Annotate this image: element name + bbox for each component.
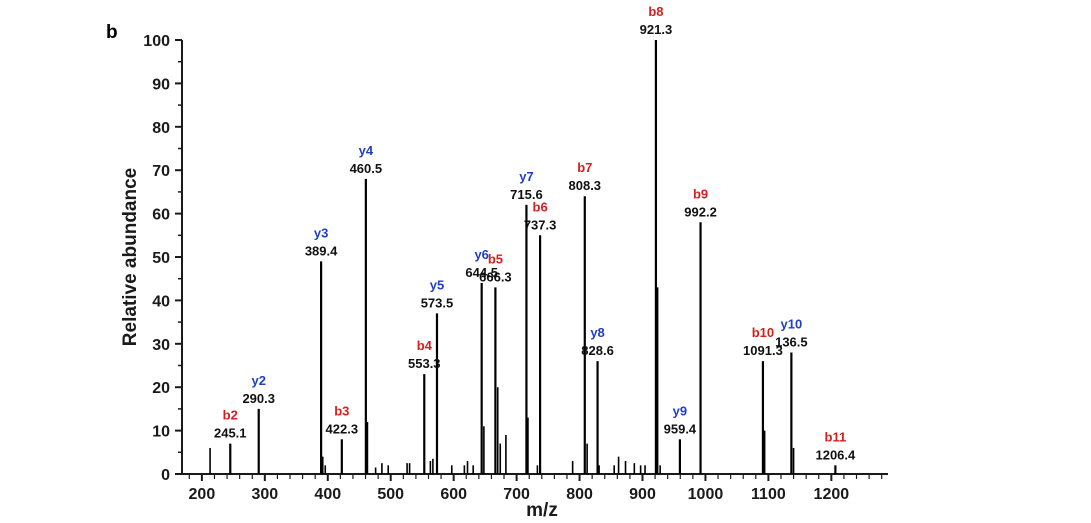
x-tick-label: 1000 [688,486,724,503]
panel-label: b [106,22,118,43]
mz-label-y9: 959.4 [664,421,697,436]
ion-label-y7: y7 [519,169,533,184]
ion-label-b9: b9 [693,186,708,201]
ion-label-b6: b6 [533,199,548,214]
y-axis-title: Relative abundance [120,168,141,346]
ion-label-y6: y6 [474,247,488,262]
ion-label-y5: y5 [430,277,444,292]
mz-label-b8: 921.3 [640,22,673,37]
x-tick-label: 300 [251,486,278,503]
x-tick-label: 700 [503,486,530,503]
peak-labels: b2 245.1 y2 290.3 y3 389.4 b3 422.3 y4 460.5 b4 553… [214,4,856,462]
ion-label-b5: b5 [488,251,503,266]
ion-label-b10: b10 [752,325,774,340]
ion-label-y4: y4 [359,143,374,158]
x-tick-label: 900 [629,486,656,503]
y-tick-label: 40 [152,293,170,310]
ion-label-y8: y8 [590,325,604,340]
y-tick-label: 90 [152,76,170,93]
mz-label-b6: 737.3 [524,217,557,232]
y-tick-label: 30 [152,337,170,354]
x-tick-label: 400 [314,486,341,503]
ion-label-b3: b3 [334,403,349,418]
ion-label-y10: y10 [781,316,803,331]
y-tick-label: 0 [161,467,170,484]
x-tick-label: 1100 [751,486,786,503]
mz-label-y10: 136.5 [775,334,808,349]
mz-label-b7: 808.3 [569,178,602,193]
y-tick-label: 10 [152,424,170,441]
y-tick-label: 20 [152,380,170,397]
mz-label-y6: 644.5 [465,265,498,280]
y-tick-label: 70 [152,163,170,180]
y-tick-label: 100 [143,33,170,50]
y-tick-label: 80 [152,120,170,137]
x-tick-label: 800 [566,486,593,503]
x-axis-title: m/z [526,500,558,521]
mz-label-b5: 666.3 [479,269,512,284]
mz-label-y4: 460.5 [350,161,383,176]
x-tick-label: 500 [377,486,404,503]
x-tick-label: 200 [189,486,216,503]
mz-label-b4: 553.3 [408,356,441,371]
axes [181,40,888,475]
x-tick-label: 600 [440,486,467,503]
mz-label-b10: 1091.3 [743,343,783,358]
mz-label-b2: 245.1 [214,426,247,441]
mz-label-b3: 422.3 [326,421,359,436]
mz-label-y8: 828.6 [581,343,614,358]
ion-label-b7: b7 [577,160,592,175]
ion-label-y2: y2 [251,373,265,388]
x-tick-label: 1200 [814,486,850,503]
ion-label-b2: b2 [223,408,238,423]
mz-label-y5: 573.5 [421,295,454,310]
ion-label-b11: b11 [825,429,847,444]
x-ticks: 200 300 400 500 600 700 800 900 1000 1100 1200 [189,474,883,503]
mz-label-y3: 389.4 [305,243,338,258]
ion-label-y3: y3 [314,225,328,240]
mz-label-y2: 290.3 [242,391,275,406]
mz-label-b9: 992.2 [684,204,717,219]
ion-label-b8: b8 [648,4,663,19]
y-tick-label: 50 [152,250,170,267]
y-tick-label: 60 [152,207,170,224]
mz-label-y7: 715.6 [510,187,543,202]
mz-label-b11: 1206.4 [815,447,856,462]
y-ticks: 0 10 20 30 40 50 60 70 80 90 100 [143,33,182,484]
peaks [209,40,837,474]
ion-label-y9: y9 [673,403,687,418]
ion-label-b4: b4 [417,338,433,353]
